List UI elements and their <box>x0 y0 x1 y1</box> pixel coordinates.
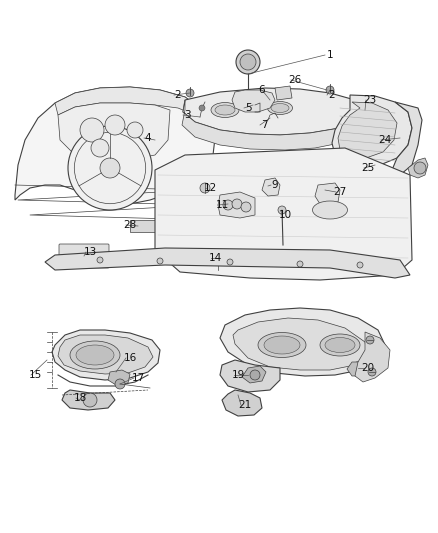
Ellipse shape <box>70 341 120 369</box>
Text: 9: 9 <box>272 180 278 190</box>
Ellipse shape <box>264 336 300 354</box>
Text: 3: 3 <box>184 110 191 120</box>
Polygon shape <box>355 332 390 382</box>
Circle shape <box>100 158 120 178</box>
Bar <box>130 220 155 232</box>
Text: 20: 20 <box>361 363 374 373</box>
Circle shape <box>326 86 334 94</box>
Polygon shape <box>155 148 412 280</box>
Ellipse shape <box>268 101 293 115</box>
Ellipse shape <box>215 105 235 115</box>
Text: 24: 24 <box>378 135 392 145</box>
Circle shape <box>232 199 242 209</box>
Circle shape <box>297 261 303 267</box>
Polygon shape <box>262 178 280 196</box>
FancyBboxPatch shape <box>59 244 109 268</box>
Text: 5: 5 <box>245 103 251 113</box>
Text: 4: 4 <box>145 133 151 143</box>
Circle shape <box>352 362 364 374</box>
Circle shape <box>357 262 363 268</box>
Circle shape <box>236 50 260 74</box>
Circle shape <box>68 126 152 210</box>
Ellipse shape <box>320 334 360 356</box>
Text: 11: 11 <box>215 200 229 210</box>
Text: 19: 19 <box>231 370 245 380</box>
Circle shape <box>157 258 163 264</box>
Circle shape <box>199 105 205 111</box>
Circle shape <box>115 379 125 389</box>
Text: 1: 1 <box>327 50 333 60</box>
Polygon shape <box>183 88 365 135</box>
Circle shape <box>127 122 143 138</box>
Circle shape <box>241 202 251 212</box>
Polygon shape <box>242 366 266 383</box>
Text: 7: 7 <box>261 120 267 130</box>
Text: 26: 26 <box>288 75 302 85</box>
Circle shape <box>80 118 104 142</box>
Ellipse shape <box>312 201 347 219</box>
Polygon shape <box>218 192 255 218</box>
Polygon shape <box>58 103 170 160</box>
Polygon shape <box>332 95 412 167</box>
Polygon shape <box>58 335 153 374</box>
Polygon shape <box>108 370 130 385</box>
Text: 6: 6 <box>259 85 265 95</box>
Text: 28: 28 <box>124 220 137 230</box>
Text: 16: 16 <box>124 353 137 363</box>
Circle shape <box>105 115 125 135</box>
Polygon shape <box>232 90 275 112</box>
Polygon shape <box>338 102 397 158</box>
Circle shape <box>200 183 210 193</box>
Polygon shape <box>315 183 340 204</box>
Polygon shape <box>408 158 428 178</box>
Text: 2: 2 <box>175 90 181 100</box>
Ellipse shape <box>211 102 239 117</box>
Circle shape <box>91 139 109 157</box>
Circle shape <box>366 336 374 344</box>
Ellipse shape <box>325 337 355 352</box>
Text: 27: 27 <box>333 187 346 197</box>
Text: 17: 17 <box>131 373 145 383</box>
Polygon shape <box>220 308 385 376</box>
Polygon shape <box>15 87 215 203</box>
Text: 25: 25 <box>361 163 374 173</box>
Circle shape <box>414 162 426 174</box>
Circle shape <box>278 206 286 214</box>
Circle shape <box>276 260 280 264</box>
Circle shape <box>243 256 247 262</box>
Circle shape <box>259 259 265 263</box>
Polygon shape <box>275 86 292 100</box>
Ellipse shape <box>271 103 289 112</box>
Ellipse shape <box>76 345 114 365</box>
Text: 2: 2 <box>328 90 336 100</box>
Ellipse shape <box>258 333 306 358</box>
Text: 21: 21 <box>238 400 251 410</box>
Polygon shape <box>52 330 160 380</box>
Polygon shape <box>45 248 410 278</box>
Polygon shape <box>392 102 422 175</box>
Circle shape <box>186 89 194 97</box>
Polygon shape <box>347 362 370 376</box>
Text: 15: 15 <box>28 370 42 380</box>
Circle shape <box>250 370 260 380</box>
Text: 13: 13 <box>83 247 97 257</box>
Polygon shape <box>220 360 280 392</box>
Polygon shape <box>222 390 262 416</box>
Circle shape <box>83 393 97 407</box>
Text: 23: 23 <box>364 95 377 105</box>
Polygon shape <box>55 87 200 115</box>
Circle shape <box>97 257 103 263</box>
Polygon shape <box>62 390 115 410</box>
Text: 12: 12 <box>203 183 217 193</box>
Text: 14: 14 <box>208 253 222 263</box>
Circle shape <box>227 259 233 265</box>
Polygon shape <box>182 100 360 150</box>
Text: 10: 10 <box>279 210 292 220</box>
Polygon shape <box>233 318 367 370</box>
Circle shape <box>240 54 256 70</box>
Text: 18: 18 <box>74 393 87 403</box>
Circle shape <box>223 200 233 210</box>
Circle shape <box>226 255 230 261</box>
Circle shape <box>368 368 376 376</box>
